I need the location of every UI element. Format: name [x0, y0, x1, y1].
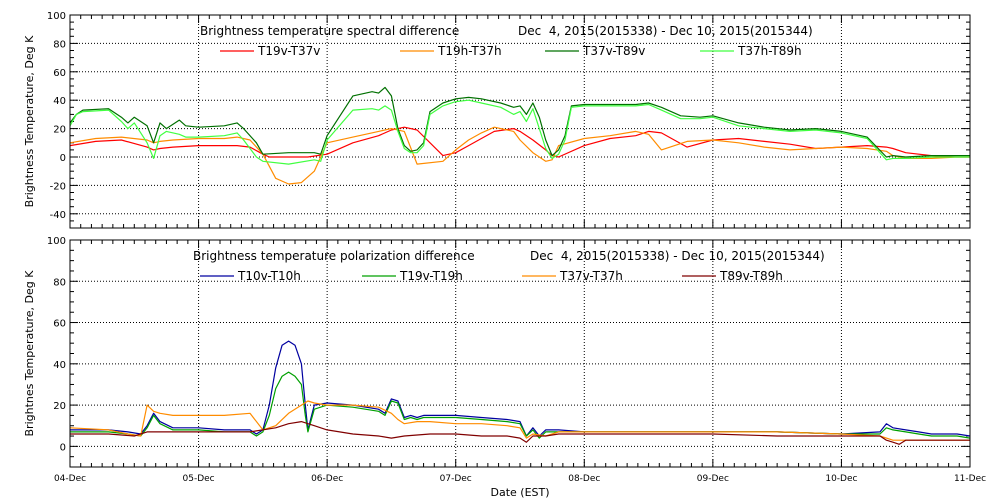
- plot-frame: [69, 239, 971, 468]
- y-axis-label: Brightness Temperature, Deg K: [23, 35, 36, 207]
- y-tick-label: 60: [53, 68, 66, 79]
- chart-title: Brightness temperature polarization diff…: [193, 249, 475, 263]
- legend-label: T89v-T89h: [719, 269, 783, 283]
- series-line: [69, 99, 970, 165]
- legend-label: T19h-T37h: [437, 44, 502, 58]
- legend-label: T19v-T37v: [257, 44, 320, 58]
- y-tick-label: 20: [53, 125, 66, 136]
- y-tick-label: 60: [53, 319, 66, 330]
- x-tick-label: 10-Dec: [825, 474, 857, 484]
- chart-date-range: Dec 4, 2015(2015338) - Dec 10, 2015(2015…: [518, 24, 813, 38]
- x-tick-label: 09-Dec: [697, 474, 729, 484]
- plot-frame: [69, 14, 971, 229]
- y-tick-label: 80: [53, 39, 66, 50]
- legend-label: T37v-T37h: [559, 269, 623, 283]
- x-tick-label: 11-Dec: [954, 474, 986, 484]
- y-tick-label: 100: [47, 11, 66, 22]
- y-tick-label: 0: [60, 442, 66, 453]
- series-line: [70, 421, 970, 445]
- chart-panel-2: 0 20 40 60 80 100 04-Dec 05-Dec 06-Dec 07-Dec 08-D…: [23, 236, 986, 499]
- x-tick-label: 04-Dec: [54, 474, 86, 484]
- y-tick-label: 0: [60, 153, 66, 164]
- series-line: [69, 86, 970, 158]
- y-tick-label: 40: [53, 96, 66, 107]
- series-line: [69, 400, 970, 441]
- x-tick-label: 05-Dec: [183, 474, 215, 484]
- y-axis-label: Brightnes Temperature, Deg K: [23, 270, 36, 437]
- y-tick-label: 20: [53, 401, 66, 412]
- chart-panel-1: -40 -20 0 20 40 60 80 100 Brightness Temperature…: [23, 11, 971, 229]
- x-tick-label: 07-Dec: [440, 474, 472, 484]
- x-tick-label: 06-Dec: [311, 474, 343, 484]
- series-line: [69, 126, 970, 158]
- chart-title: Brightness temperature spectral differen…: [200, 24, 459, 38]
- y-tick-label: 80: [53, 277, 66, 288]
- x-tick-label: 08-Dec: [568, 474, 600, 484]
- x-axis-label: Date (EST): [490, 486, 549, 499]
- legend-label: T37v-T89v: [582, 44, 645, 58]
- y-tick-label: 100: [47, 236, 66, 247]
- legend-label: T37h-T89h: [737, 44, 802, 58]
- legend-label: T10v-T10h: [237, 269, 301, 283]
- y-tick-label: 40: [53, 360, 66, 371]
- y-tick-label: -40: [50, 210, 66, 221]
- chart-date-range: Dec 4, 2015(2015338) - Dec 10, 2015(2015…: [530, 249, 825, 263]
- y-tick-label: -20: [50, 181, 66, 192]
- legend-label: T19v-T19h: [399, 269, 463, 283]
- series-line: [69, 126, 970, 185]
